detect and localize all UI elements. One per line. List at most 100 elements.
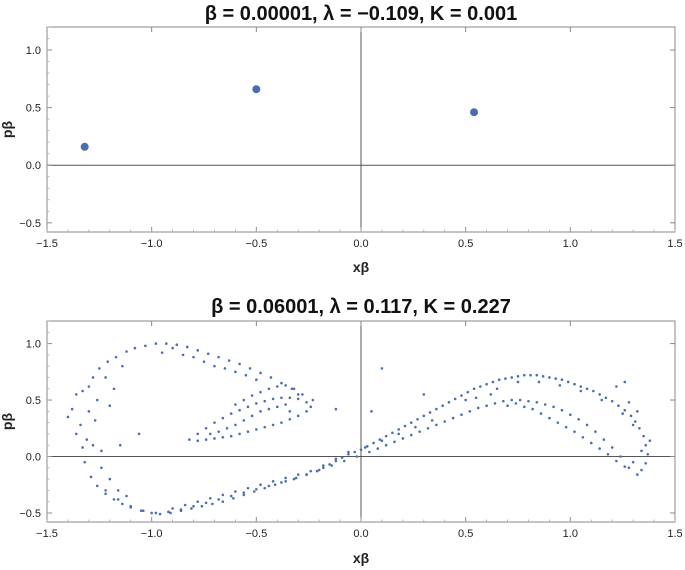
- data-point: [334, 459, 338, 463]
- data-point: [548, 416, 551, 420]
- data-point: [192, 504, 195, 508]
- data-point: [292, 477, 296, 481]
- data-point: [491, 380, 495, 384]
- data-point: [280, 481, 283, 484]
- data-point: [234, 490, 237, 493]
- data-point: [196, 432, 200, 436]
- data-point: [204, 438, 208, 441]
- data-point: [80, 142, 89, 151]
- data-point: [221, 416, 225, 420]
- data-point: [196, 349, 200, 352]
- data-point: [255, 378, 258, 382]
- data-point: [363, 446, 367, 449]
- data-point: [250, 414, 254, 418]
- data-point: [510, 376, 514, 379]
- data-point: [104, 376, 107, 379]
- data-point: [269, 376, 273, 379]
- data-point: [554, 377, 557, 380]
- data-point: [242, 493, 246, 497]
- data-point: [225, 426, 229, 430]
- data-point: [112, 498, 116, 501]
- data-point: [284, 476, 287, 480]
- data-point: [95, 484, 99, 488]
- data-point: [317, 468, 321, 472]
- data-point: [493, 402, 497, 405]
- data-point: [246, 430, 250, 433]
- x-tick-label: 1.5: [667, 238, 682, 250]
- data-point: [384, 434, 388, 438]
- data-point: [422, 393, 426, 396]
- data-point: [294, 476, 298, 480]
- data-point: [271, 480, 275, 483]
- data-point: [95, 398, 99, 402]
- data-point: [229, 412, 233, 415]
- data-point: [271, 423, 275, 427]
- data-point: [640, 449, 643, 453]
- x-axis-label: xβ: [353, 550, 370, 566]
- data-point: [623, 465, 627, 468]
- y-tick-label: 1.0: [26, 45, 41, 57]
- y-tick-label: 0.0: [26, 160, 41, 172]
- data-point: [359, 448, 363, 452]
- data-point: [485, 404, 488, 407]
- data-point: [91, 376, 95, 379]
- data-point: [579, 385, 583, 388]
- x-tick-label: 0.5: [458, 238, 473, 250]
- data-point: [296, 473, 300, 476]
- data-point: [221, 500, 225, 503]
- data-point: [112, 387, 116, 391]
- data-point: [275, 385, 279, 388]
- data-point: [208, 432, 212, 436]
- data-point: [334, 407, 338, 411]
- data-point: [579, 389, 583, 393]
- data-point: [430, 419, 434, 422]
- data-point: [202, 360, 206, 363]
- data-point: [558, 384, 562, 387]
- data-point: [296, 414, 300, 418]
- data-point: [606, 452, 610, 456]
- x-tick-label: −0.5: [245, 238, 267, 250]
- data-point: [322, 466, 325, 470]
- data-point: [495, 387, 499, 391]
- data-point: [93, 419, 97, 422]
- data-point: [638, 426, 641, 430]
- data-point: [89, 475, 93, 479]
- data-point: [108, 404, 112, 407]
- data-point: [116, 498, 120, 501]
- data-point: [234, 423, 237, 427]
- data-point: [409, 433, 413, 437]
- data-point: [217, 430, 220, 433]
- data-point: [610, 446, 614, 449]
- data-point: [470, 108, 479, 117]
- data-point: [248, 367, 252, 370]
- data-point: [581, 436, 585, 439]
- x-tick-label: −0.5: [245, 528, 267, 540]
- data-point: [543, 403, 547, 406]
- y-tick-label: 0.5: [26, 103, 41, 115]
- data-point: [610, 399, 614, 403]
- data-point: [489, 393, 493, 396]
- data-point: [118, 443, 122, 447]
- data-point: [502, 399, 505, 403]
- data-point: [468, 410, 472, 413]
- data-point: [83, 460, 86, 464]
- data-point: [330, 464, 333, 467]
- data-point: [401, 437, 405, 440]
- data-point: [144, 344, 147, 348]
- data-point: [347, 452, 350, 456]
- data-point: [623, 380, 627, 384]
- data-point: [244, 373, 248, 377]
- y-tick-label: 0.5: [26, 395, 41, 407]
- data-point: [397, 432, 400, 436]
- data-point: [229, 434, 233, 438]
- data-point: [334, 457, 338, 461]
- data-point: [573, 430, 576, 433]
- data-point: [370, 410, 373, 413]
- data-point: [516, 380, 520, 384]
- data-point: [232, 496, 235, 500]
- data-point: [213, 437, 216, 440]
- data-point: [267, 407, 271, 411]
- data-point: [259, 371, 262, 375]
- data-point: [175, 343, 179, 347]
